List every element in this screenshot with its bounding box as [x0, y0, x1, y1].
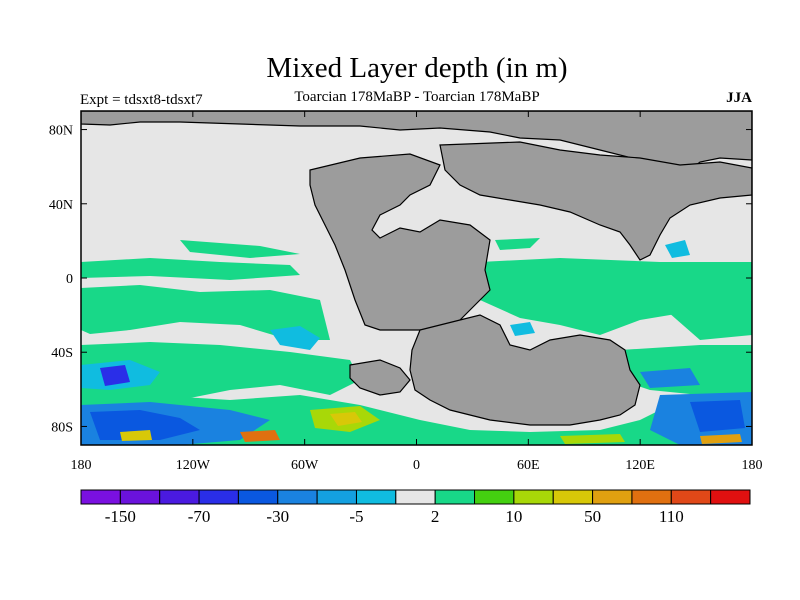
season-label: JJA: [726, 90, 752, 106]
colorbar-swatch: [198, 489, 239, 505]
x-tick-label: 120E: [625, 458, 655, 473]
y-tick-label: 80S: [51, 420, 73, 435]
y-tick-label: 40N: [49, 198, 73, 213]
colorbar-label: -5: [349, 507, 363, 526]
x-tick-label: 60E: [517, 458, 540, 473]
x-tick-label: 180: [742, 458, 763, 473]
colorbar-swatch: [237, 489, 279, 505]
colorbar-label: -150: [105, 507, 136, 526]
colorbar-label: -30: [266, 507, 289, 526]
colorbar-swatch: [316, 489, 357, 505]
y-tick-label: 80N: [49, 124, 73, 139]
colorbar: -150 -70 -30 -5 2 10 50 110: [80, 489, 751, 526]
colorbar-swatch: [670, 489, 712, 505]
y-tick-label: 0: [66, 272, 73, 287]
colorbar-swatch: [119, 489, 161, 505]
colorbar-label: 50: [584, 507, 601, 526]
colorbar-swatch: [710, 489, 751, 505]
x-tick-label: 60W: [291, 458, 319, 473]
colorbar-swatch: [552, 489, 594, 505]
colorbar-swatch: [592, 489, 633, 505]
x-tick-label: 120W: [176, 458, 211, 473]
x-axis: 180 120W 60W 0 60E 120E 180: [71, 111, 763, 473]
colorbar-swatch: [395, 489, 436, 505]
colorbar-swatch: [277, 489, 318, 505]
x-tick-label: 180: [71, 458, 92, 473]
x-tick-label: 0: [413, 458, 420, 473]
experiment-label: Expt = tdsxt8-tdsxt7: [80, 92, 203, 108]
colorbar-swatch: [80, 489, 121, 505]
colorbar-swatch: [631, 489, 672, 505]
anomaly-field: [81, 238, 752, 445]
page-title: Mixed Layer depth (in m): [266, 52, 568, 84]
colorbar-label: 110: [659, 507, 684, 526]
colorbar-label: 2: [431, 507, 440, 526]
colorbar-swatch: [513, 489, 554, 505]
colorbar-swatch: [434, 489, 476, 505]
colorbar-swatch: [355, 489, 397, 505]
colorbar-label: -70: [188, 507, 211, 526]
colorbar-swatch: [159, 489, 200, 505]
y-tick-label: 40S: [51, 346, 73, 361]
period-label: Toarcian 178MaBP - Toarcian 178MaBP: [294, 89, 540, 105]
y-axis: 80N 40N 0 40S 80S: [49, 124, 752, 435]
colorbar-swatch: [474, 489, 515, 505]
land-masses: [81, 111, 752, 426]
colorbar-label: 10: [505, 507, 522, 526]
